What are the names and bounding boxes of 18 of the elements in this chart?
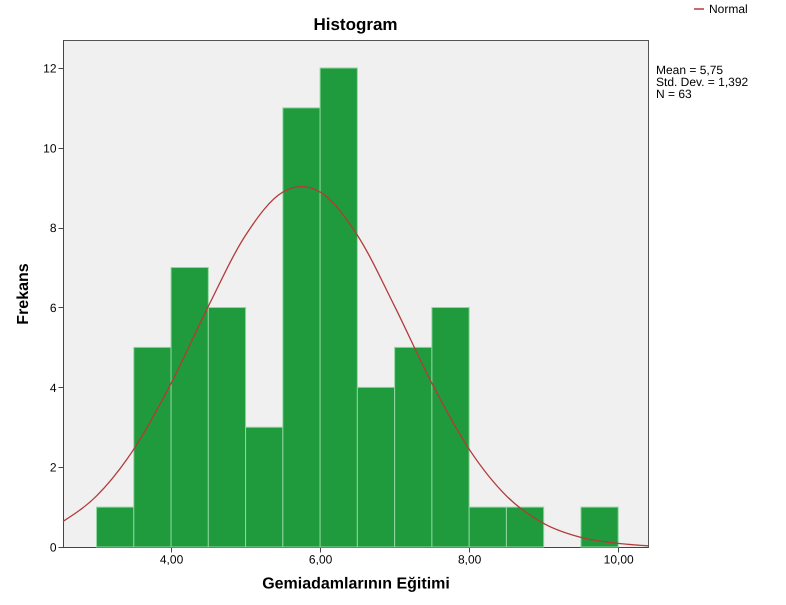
x-tick-label: 8,00 — [458, 552, 482, 566]
text: N = 63 — [656, 87, 692, 101]
chart-title: Histogram — [313, 15, 398, 34]
text: Std. Dev. = 1,392 — [656, 75, 748, 89]
y-tick-label: 12 — [43, 61, 57, 76]
y-tick-label: 4 — [50, 380, 57, 395]
x-axis-title: Gemiadamlarının Eğitimi — [262, 576, 450, 592]
text: Mean = 5,75 — [656, 63, 724, 77]
y-tick-label: 6 — [50, 300, 57, 315]
y-tick-label: 0 — [50, 540, 57, 554]
legend-label: Normal — [709, 2, 748, 16]
y-tick-label: 8 — [50, 221, 57, 236]
x-tick-label: 4,00 — [160, 552, 184, 566]
x-tick-label: 6,00 — [308, 552, 333, 566]
y-axis-title: Frekans — [15, 263, 32, 325]
y-tick-label: 10 — [43, 141, 57, 156]
x-tick-label: 10,00 — [604, 552, 634, 566]
y-tick-label: 2 — [50, 460, 57, 475]
